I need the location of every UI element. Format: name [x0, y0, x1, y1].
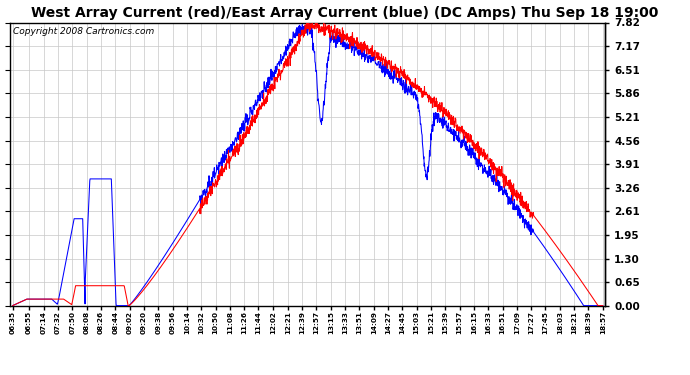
- Text: West Array Current (red)/East Array Current (blue) (DC Amps) Thu Sep 18 19:00: West Array Current (red)/East Array Curr…: [31, 6, 659, 20]
- Text: Copyright 2008 Cartronics.com: Copyright 2008 Cartronics.com: [13, 27, 155, 36]
